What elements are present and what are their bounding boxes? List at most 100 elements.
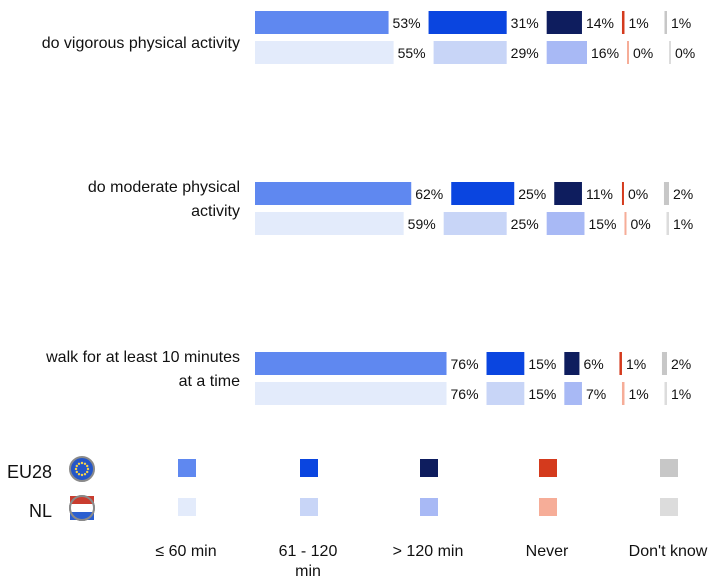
eu-star-9 — [80, 461, 84, 465]
legend-swatch-2-nl — [420, 498, 438, 516]
value-label-eu28-2-1: 15% — [528, 356, 556, 372]
category-label-line-0-0: do vigorous physical activity — [42, 35, 240, 52]
nl-flag-blue-band — [70, 512, 94, 520]
legend-category-label-1-line-2: min — [295, 563, 321, 577]
bar-nl-2-1 — [486, 382, 525, 405]
bar-group-0: 53% 31% 14% 1% 1% 55% 29% 16% 0% 0% — [255, 11, 695, 64]
category-label-line-2-1: at a time — [179, 373, 240, 390]
eu-star-2 — [83, 472, 87, 476]
bar-nl-2-2 — [564, 382, 582, 405]
bar-nl-0-2 — [546, 41, 587, 64]
legend-category-label-2: > 120 min — [393, 543, 464, 560]
value-label-nl-1-0: 59% — [408, 216, 436, 232]
eu-star-1 — [85, 470, 89, 474]
bar-eu28-1-1 — [451, 182, 515, 205]
value-label-eu28-1-3: 0% — [628, 186, 648, 202]
value-label-nl-0-3: 0% — [633, 45, 653, 61]
bar-groups: 53% 31% 14% 1% 1% 55% 29% 16% 0% 0% 62% 25% 11% 0% 2% 5… — [255, 11, 695, 405]
bar-nl-0-4 — [669, 41, 671, 64]
bar-eu28-1-0 — [255, 182, 412, 205]
bar-nl-2-4 — [664, 382, 667, 405]
legend-swatch-3-nl — [539, 498, 557, 516]
value-label-eu28-0-2: 14% — [586, 15, 614, 31]
bar-eu28-1-2 — [554, 182, 582, 205]
legend-series-labels: EU28 NL — [7, 456, 95, 521]
category-label-1: do moderate physical activity — [88, 179, 240, 220]
bar-row-eu28-0: 53% 31% 14% 1% 1% — [255, 11, 691, 34]
value-label-nl-0-2: 16% — [591, 45, 619, 61]
value-label-nl-0-0: 55% — [398, 45, 426, 61]
value-label-eu28-1-2: 11% — [586, 186, 613, 202]
bar-eu28-0-2 — [546, 11, 582, 34]
bar-eu28-1-4 — [663, 182, 669, 205]
value-label-nl-2-1: 15% — [528, 386, 556, 402]
category-label-2: walk for at least 10 minutes at a time — [45, 349, 240, 390]
value-label-nl-1-4: 1% — [673, 216, 693, 232]
nl-flag-white-band — [70, 504, 94, 512]
legend-category-label-3: Never — [526, 543, 569, 560]
legend-series-icon-nl — [69, 495, 95, 521]
category-label-line-1-1: activity — [191, 203, 240, 220]
legend-category-label-1-line-1: 61 - 120 — [279, 543, 338, 560]
legend-category-label-4: Don't know — [629, 543, 708, 560]
bar-eu28-1-3 — [621, 182, 624, 205]
legend-series-icon-eu28 — [69, 456, 95, 482]
legend-series-label-nl: NL — [29, 501, 52, 521]
value-label-eu28-0-0: 53% — [393, 15, 421, 31]
eu-star-6 — [74, 467, 78, 471]
eu-star-0 — [86, 467, 90, 471]
value-label-eu28-1-4: 2% — [673, 186, 693, 202]
value-label-nl-2-3: 1% — [628, 386, 648, 402]
legend-swatch-0-nl — [178, 498, 196, 516]
bar-eu28-2-2 — [564, 352, 580, 375]
value-label-nl-2-2: 7% — [586, 386, 606, 402]
bar-nl-1-2 — [546, 212, 585, 235]
category-label-line-1-0: do moderate physical — [88, 179, 240, 196]
value-label-eu28-0-4: 1% — [671, 15, 691, 31]
value-label-nl-1-2: 15% — [588, 216, 616, 232]
bar-eu28-0-1 — [428, 11, 507, 34]
legend-swatch-4-nl — [660, 498, 678, 516]
nl-flag-outline — [69, 495, 95, 521]
eu-star-11 — [85, 464, 89, 468]
bar-nl-1-1 — [443, 212, 507, 235]
value-label-eu28-1-1: 25% — [518, 186, 546, 202]
legend-category-label-1: 61 - 120 min — [279, 543, 338, 577]
bar-nl-0-1 — [433, 41, 507, 64]
bar-row-nl-0: 55% 29% 16% 0% 0% — [255, 41, 695, 64]
bar-row-nl-2: 76% 15% 7% 1% 1% — [255, 382, 691, 405]
bar-eu28-0-0 — [255, 11, 389, 34]
eu-star-4 — [77, 472, 81, 476]
category-label-line-2-0: walk for at least 10 minutes — [45, 349, 240, 366]
eu-star-10 — [83, 462, 87, 466]
bar-group-1: 62% 25% 11% 0% 2% 59% 25% 15% 0% 1% — [255, 182, 693, 235]
legend-swatch-0-eu28 — [178, 459, 196, 477]
value-label-eu28-2-0: 76% — [451, 356, 479, 372]
value-label-eu28-1-0: 62% — [415, 186, 443, 202]
bar-row-nl-1: 59% 25% 15% 0% 1% — [255, 212, 693, 235]
value-label-eu28-0-3: 1% — [628, 15, 648, 31]
value-label-nl-2-4: 1% — [671, 386, 691, 402]
bar-eu28-0-4 — [664, 11, 667, 34]
bar-nl-0-0 — [255, 41, 394, 64]
category-label-0: do vigorous physical activity — [42, 35, 240, 52]
eu-star-8 — [77, 462, 81, 466]
bar-nl-0-3 — [627, 41, 629, 64]
value-label-eu28-0-1: 31% — [511, 15, 539, 31]
eu-star-7 — [75, 464, 79, 468]
value-label-eu28-2-2: 6% — [583, 356, 603, 372]
value-label-eu28-2-3: 1% — [626, 356, 646, 372]
nl-flag-red-band — [70, 496, 94, 504]
bar-nl-1-4 — [666, 212, 669, 235]
bar-nl-2-3 — [621, 382, 625, 405]
bar-row-eu28-2: 76% 15% 6% 1% 2% — [255, 352, 691, 375]
legend-swatch-2-eu28 — [420, 459, 438, 477]
legend-swatch-1-eu28 — [300, 459, 318, 477]
eu-star-3 — [80, 473, 84, 477]
legend-series-label-eu28: EU28 — [7, 462, 52, 482]
legend-swatch-3-eu28 — [539, 459, 557, 477]
value-label-nl-0-1: 29% — [511, 45, 539, 61]
bar-eu28-2-0 — [255, 352, 447, 375]
bar-nl-1-0 — [255, 212, 404, 235]
